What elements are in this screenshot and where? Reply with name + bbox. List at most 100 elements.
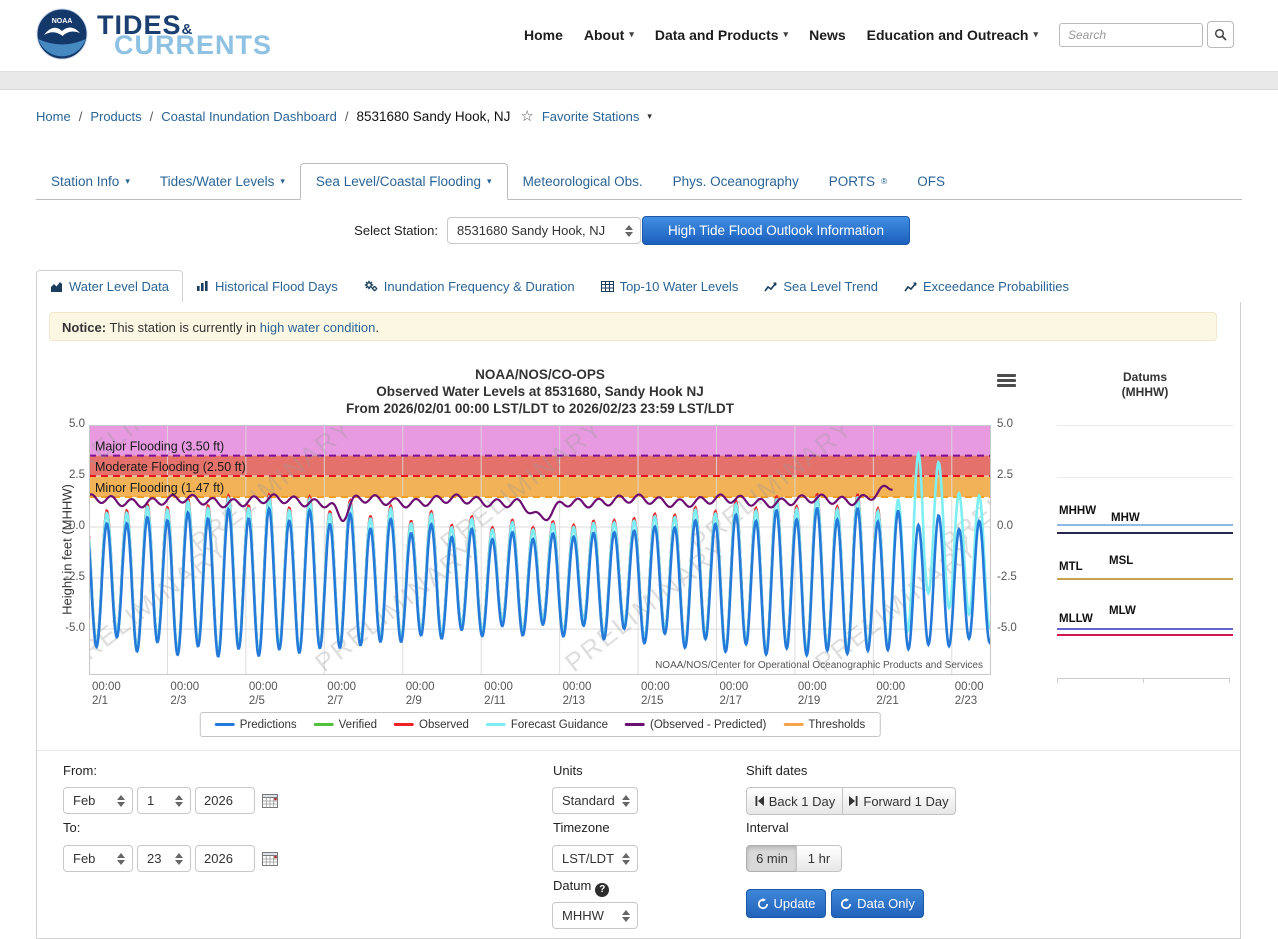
subtab-inundation-frequency-duration[interactable]: Inundation Frequency & Duration: [351, 270, 588, 302]
nav-item-home[interactable]: Home: [524, 27, 563, 43]
high-tide-flood-outlook-button[interactable]: High Tide Flood Outlook Information: [642, 216, 910, 245]
breadcrumb-link-products[interactable]: Products: [90, 109, 141, 124]
subtab-water-level-data[interactable]: Water Level Data: [36, 270, 183, 303]
x-axis-tick-label: 00:002/13: [563, 680, 592, 708]
x-axis-tick-label: 00:002/23: [955, 680, 984, 708]
units-select[interactable]: Standard: [552, 787, 638, 814]
timezone-select[interactable]: LST/LDT: [552, 845, 638, 872]
nav-item-news[interactable]: News: [809, 27, 846, 43]
favorite-stations-link[interactable]: Favorite Stations: [542, 109, 640, 124]
legend-item-observed-predicted[interactable]: (Observed - Predicted): [625, 719, 766, 731]
subtab-label: Sea Level Trend: [783, 279, 878, 294]
subtab-historical-flood-days[interactable]: Historical Flood Days: [183, 270, 351, 302]
legend-label: Forecast Guidance: [511, 719, 608, 731]
tab-label: Phys. Oceanography: [673, 174, 799, 189]
chart-menu-icon[interactable]: [997, 374, 1016, 389]
help-icon[interactable]: ?: [595, 883, 609, 897]
subtab-label: Exceedance Probabilities: [923, 279, 1069, 294]
to-day-value: 23: [147, 851, 161, 866]
tab-tides-water-levels[interactable]: Tides/Water Levels▾: [145, 163, 300, 199]
x-axis-tick-label: 00:002/19: [798, 680, 827, 708]
nav-item-about[interactable]: About▾: [584, 27, 634, 43]
subtab-top-10-water-levels[interactable]: Top-10 Water Levels: [588, 270, 752, 302]
breadcrumb-links: Home/Products/Coastal Inundation Dashboa…: [36, 109, 349, 124]
from-month-select[interactable]: Feb: [63, 787, 133, 814]
legend-item-thresholds[interactable]: Thresholds: [783, 719, 865, 731]
chevron-down-icon: ▾: [487, 176, 492, 187]
nav-item-education-and-outreach[interactable]: Education and Outreach▾: [867, 27, 1038, 43]
calendar-icon: [262, 851, 278, 866]
to-day-select[interactable]: 23: [137, 845, 191, 872]
to-calendar-button[interactable]: [261, 851, 278, 868]
tab-label: Sea Level/Coastal Flooding: [316, 174, 481, 189]
site-logo[interactable]: NOAA TIDES& CURRENTS: [36, 8, 272, 60]
datums-axis-tick: [1057, 678, 1058, 683]
station-select[interactable]: 8531680 Sandy Hook, NJ: [447, 217, 641, 244]
nav-label: About: [584, 27, 624, 43]
datums-panel: Datums (MHHW) MHHW MHW MTL MSL MLLW MLW: [1049, 358, 1241, 698]
x-axis-tick-label: 00:002/17: [719, 680, 748, 708]
water-level-plot-svg[interactable]: PRELIMINARYPRELIMINARYPRELIMINARYPRELIMI…: [89, 425, 991, 675]
update-button[interactable]: Update: [746, 889, 826, 918]
datum-label-mllw: MLLW: [1059, 613, 1093, 625]
legend-item-verified[interactable]: Verified: [314, 719, 377, 731]
interval-6min-button[interactable]: 6 min: [746, 845, 798, 872]
datum-line-mllw: [1057, 628, 1233, 630]
interval-label: Interval: [746, 820, 789, 835]
favorite-star-icon[interactable]: ☆: [520, 107, 533, 125]
breadcrumb-link-coastal-inundation-dashboard[interactable]: Coastal Inundation Dashboard: [161, 109, 337, 124]
x-axis-tick-label: 00:002/11: [484, 680, 513, 708]
datums-axis-tick: [1229, 678, 1230, 683]
station-tabs: Station Info▾Tides/Water Levels▾Sea Leve…: [36, 163, 1242, 200]
datum-value: MHHW: [562, 908, 604, 923]
legend-item-predictions[interactable]: Predictions: [215, 719, 297, 731]
update-label: Update: [774, 896, 816, 911]
tab-phys-oceanography[interactable]: Phys. Oceanography: [658, 163, 814, 199]
subtab-exceedance-probabilities[interactable]: Exceedance Probabilities: [891, 270, 1082, 302]
trend-icon: [764, 281, 777, 292]
nav-item-data-and-products[interactable]: Data and Products▾: [655, 27, 788, 43]
flood-threshold-label: Moderate Flooding (2.50 ft): [95, 460, 246, 474]
dashboard-content-panel: Notice: This station is currently in hig…: [36, 302, 1241, 939]
tab-ofs[interactable]: OFS: [902, 163, 960, 199]
plot-area[interactable]: PRELIMINARYPRELIMINARYPRELIMINARYPRELIMI…: [89, 425, 991, 675]
back-1-day-button[interactable]: Back 1 Day: [746, 787, 844, 815]
high-water-condition-link[interactable]: high water condition: [260, 320, 376, 335]
data-only-button[interactable]: Data Only: [831, 889, 924, 918]
area-chart-icon: [50, 281, 63, 293]
tab-label: Station Info: [51, 174, 119, 189]
breadcrumb-link-home[interactable]: Home: [36, 109, 71, 124]
tab-station-info[interactable]: Station Info▾: [36, 163, 145, 199]
nav-label: News: [809, 27, 846, 43]
to-year-input[interactable]: [195, 845, 255, 872]
search-button[interactable]: [1207, 21, 1234, 48]
select-station-label: Select Station:: [320, 223, 438, 238]
notice-prefix: Notice:: [62, 320, 106, 335]
subtab-sea-level-trend[interactable]: Sea Level Trend: [751, 270, 891, 302]
y-axis-tick-label: 0.0: [995, 520, 1037, 532]
water-level-chart-region: NOAA/NOS/CO-OPS Observed Water Levels at…: [49, 358, 1049, 746]
to-label: To:: [63, 820, 80, 835]
from-label: From:: [63, 763, 97, 778]
forward-1-day-button[interactable]: Forward 1 Day: [842, 787, 956, 815]
noaa-seal-icon: NOAA: [36, 8, 88, 60]
to-month-select[interactable]: Feb: [63, 845, 133, 872]
chevron-down-icon: ▾: [647, 111, 652, 122]
tab-ports[interactable]: PORTS®: [814, 163, 903, 199]
datums-gridline: [1057, 425, 1233, 426]
datum-select[interactable]: MHHW: [552, 902, 638, 929]
tab-sea-level-coastal-flooding[interactable]: Sea Level/Coastal Flooding ▾: [300, 163, 508, 200]
from-day-select[interactable]: 1: [137, 787, 191, 814]
select-updown-icon: [625, 225, 633, 237]
legend-item-forecast-guidance[interactable]: Forecast Guidance: [486, 719, 608, 731]
legend-item-observed[interactable]: Observed: [394, 719, 469, 731]
interval-1hr-button[interactable]: 1 hr: [796, 845, 842, 872]
y-axis-ticks-left: 5.02.50.0-2.5-5.0: [49, 425, 85, 675]
from-calendar-button[interactable]: [261, 793, 278, 810]
tab-meteorological-obs[interactable]: Meteorological Obs.: [508, 163, 658, 199]
from-year-input[interactable]: [195, 787, 255, 814]
y-axis-tick-label: 2.5: [995, 469, 1037, 481]
y-axis-tick-label: 0.0: [49, 520, 85, 532]
datum-line-mhhw: [1057, 524, 1233, 526]
search-input[interactable]: [1059, 23, 1203, 47]
